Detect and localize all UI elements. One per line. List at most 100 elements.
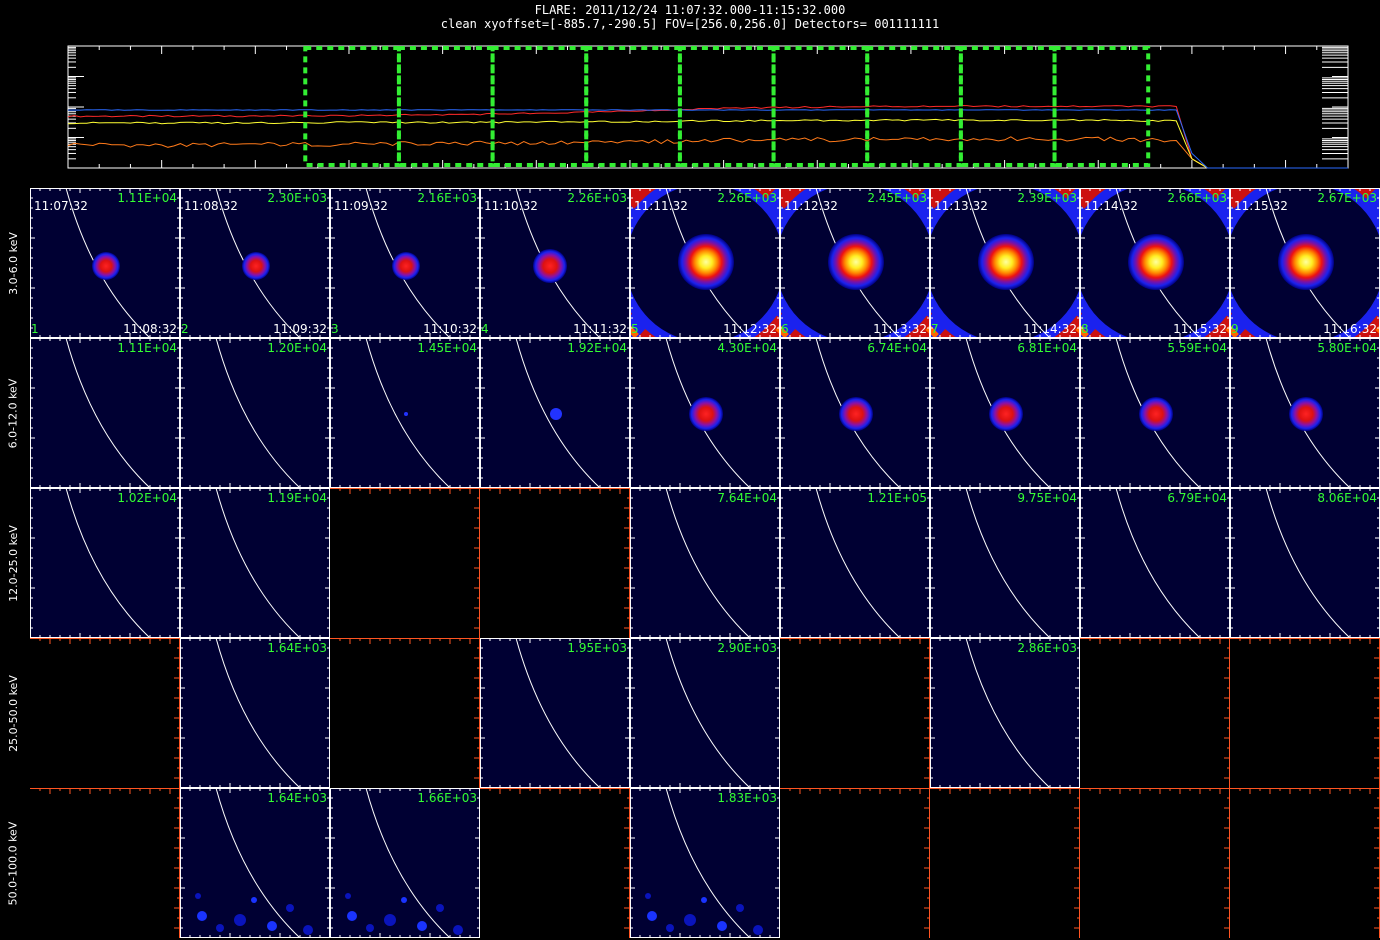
- image-frame: [930, 488, 1080, 638]
- flare-title: FLARE: 2011/12/24 11:07:32.000-11:15:32.…: [534, 3, 846, 17]
- image-frame: [180, 788, 330, 938]
- image-canvas: [30, 338, 180, 488]
- empty-image-bg: [1080, 788, 1230, 938]
- image-background: [780, 488, 930, 638]
- peak-value: 1.83E+03: [717, 791, 777, 805]
- energy-row-label: 50.0-100.0 keV: [2, 788, 24, 938]
- image-frame: [180, 188, 330, 338]
- noise-blob: [647, 911, 657, 921]
- solar-limb: [515, 638, 601, 788]
- image-cell: 7.64E+04: [630, 488, 780, 638]
- flare-source: [678, 234, 734, 290]
- image-cell: 4.30E+04: [630, 338, 780, 488]
- peak-value: 2.67E+03: [1317, 191, 1377, 205]
- image-cell: 1.83E+03: [630, 788, 780, 938]
- image-canvas: [630, 638, 780, 788]
- image-cell: 1.21E+05: [780, 488, 930, 638]
- flare-source: [828, 234, 884, 290]
- interval-box-3: [490, 46, 589, 167]
- figure-header: FLARE: 2011/12/24 11:07:32.000-11:15:32.…: [0, 0, 1380, 34]
- image-canvas: [1230, 638, 1380, 788]
- image-cell: [1080, 788, 1230, 938]
- image-frame: [1080, 338, 1230, 488]
- image-cell: 6.81E+04: [930, 338, 1080, 488]
- peak-value: 2.26E+03: [717, 191, 777, 205]
- flare-source: [92, 252, 120, 280]
- image-canvas: [1230, 488, 1380, 638]
- image-parameters: clean xyoffset=[-885.7,-290.5] FOV=[256.…: [440, 17, 940, 31]
- interval-box-7: [865, 46, 963, 167]
- image-canvas: [180, 488, 330, 638]
- peak-value: 2.45E+03: [867, 191, 927, 205]
- noise-blob: [384, 914, 396, 926]
- image-frame: [630, 188, 780, 338]
- noise-blob: [417, 921, 427, 931]
- interval-index: 7: [931, 322, 939, 336]
- image-background: [180, 338, 330, 488]
- peak-value: 1.02E+04: [117, 491, 177, 505]
- solar-limb: [965, 638, 1051, 788]
- interval-index: 3: [331, 322, 339, 336]
- image-frame: [180, 488, 330, 638]
- flare-source: [392, 252, 420, 280]
- image-cell: 1.11E+04 11:07:32 11:08:32 1: [30, 188, 180, 338]
- noise-blob: [684, 914, 696, 926]
- image-cell: 5.80E+04: [1230, 338, 1380, 488]
- peak-value: 2.30E+03: [267, 191, 327, 205]
- image-background: [1080, 488, 1230, 638]
- interval-end-time: 11:14:32: [1023, 322, 1077, 336]
- interval-start-time: 11:10:32: [484, 199, 538, 213]
- image-cell: [780, 638, 930, 788]
- image-background: [180, 488, 330, 638]
- interval-end-time: 11:09:32: [273, 322, 327, 336]
- solar-limb: [215, 338, 301, 488]
- image-cell: 1.45E+04: [330, 338, 480, 488]
- flare-source: [839, 397, 873, 431]
- interval-index: 6: [781, 322, 789, 336]
- noise-blob: [453, 925, 463, 935]
- energy-row-label: 3.0-6.0 keV: [2, 188, 24, 338]
- image-canvas: [1230, 188, 1380, 338]
- flare-source: [533, 249, 567, 283]
- image-cell: [930, 788, 1080, 938]
- image-canvas: [1080, 638, 1230, 788]
- noise-blob: [666, 924, 674, 932]
- image-canvas: [30, 788, 180, 938]
- image-cell: [330, 488, 480, 638]
- image-frame: [480, 188, 630, 338]
- image-canvas: [30, 488, 180, 638]
- series-line-1: [67, 104, 1208, 169]
- image-canvas: [930, 338, 1080, 488]
- image-cell: 1.64E+03: [180, 638, 330, 788]
- image-cell: 8.06E+04: [1230, 488, 1380, 638]
- image-cell: [1230, 788, 1380, 938]
- empty-image-bg: [1080, 638, 1230, 788]
- interval-index: 5: [631, 322, 639, 336]
- image-canvas: [180, 638, 330, 788]
- peak-value: 2.66E+03: [1167, 191, 1227, 205]
- interval-end-time: 11:10:32: [423, 322, 477, 336]
- peak-value: 7.64E+04: [717, 491, 777, 505]
- flare-source: [1278, 234, 1334, 290]
- peak-value: 2.16E+03: [417, 191, 477, 205]
- image-cell: 9.75E+04: [930, 488, 1080, 638]
- noise-blob: [436, 904, 444, 912]
- image-cell: 1.95E+03: [480, 638, 630, 788]
- interval-index: 4: [481, 322, 489, 336]
- energy-row-label: 12.0-25.0 keV: [2, 488, 24, 638]
- image-canvas: [630, 488, 780, 638]
- image-canvas: [630, 338, 780, 488]
- peak-value: 2.90E+03: [717, 641, 777, 655]
- flare-source: [550, 408, 562, 420]
- image-canvas: [30, 188, 180, 338]
- peak-value: 6.79E+04: [1167, 491, 1227, 505]
- lightcurve-chart: [67, 45, 1349, 169]
- image-canvas: [480, 638, 630, 788]
- image-cell: [30, 638, 180, 788]
- peak-value: 2.26E+03: [567, 191, 627, 205]
- interval-index: 8: [1081, 322, 1089, 336]
- interval-box-5: [677, 46, 776, 167]
- interval-index: 2: [181, 322, 189, 336]
- plot-frame: [67, 45, 1349, 169]
- interval-end-time: 11:12:32: [723, 322, 777, 336]
